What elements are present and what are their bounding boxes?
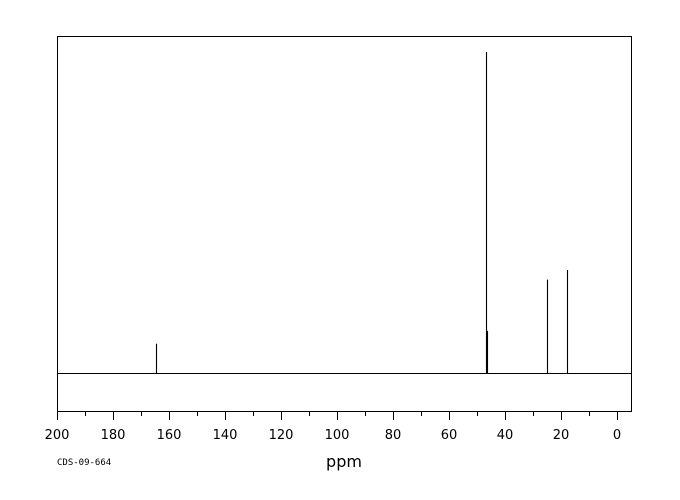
plot-frame: [57, 36, 632, 412]
x-tick-label-0: 0: [613, 428, 621, 443]
x-tick-label-180: 180: [101, 428, 126, 443]
x-tick-label-160: 160: [157, 428, 182, 443]
x-tick-label-140: 140: [213, 428, 238, 443]
x-tick-label-100: 100: [325, 428, 350, 443]
x-tick-label-40: 40: [497, 428, 514, 443]
x-tick-label-20: 20: [553, 428, 570, 443]
x-axis-ticks: [57, 411, 618, 420]
x-tick-label-200: 200: [45, 428, 70, 443]
x-tick-label-120: 120: [269, 428, 294, 443]
x-axis-tick-labels: 200 180 160 140 120 100 80 60 40 20 0: [45, 428, 622, 443]
x-tick-label-60: 60: [441, 428, 458, 443]
x-tick-label-80: 80: [385, 428, 402, 443]
peaks-group: [155, 52, 569, 374]
spectrum-code-label: CDS-09-664: [57, 458, 111, 468]
x-axis-title: ppm: [326, 452, 362, 471]
